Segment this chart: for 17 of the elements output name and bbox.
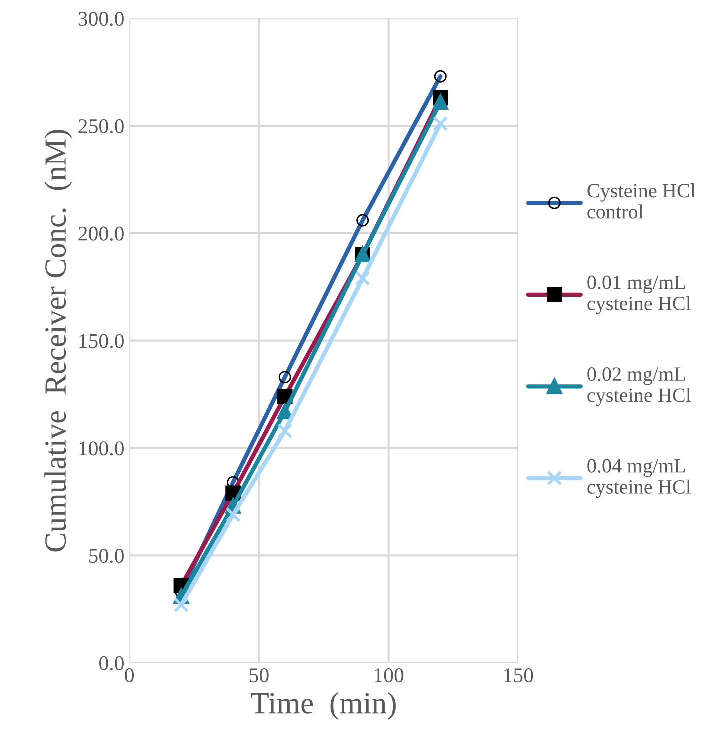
y-tick-label: 300.0 — [78, 12, 124, 26]
y-tick-label: 250.0 — [78, 119, 124, 134]
x-tick-label: 50 — [250, 668, 269, 683]
y-tick-label: 0.0 — [99, 656, 124, 671]
x-tick-label: 100 — [375, 668, 404, 683]
x-tick-label: 150 — [504, 668, 534, 683]
x-tick-label: 0 — [125, 668, 134, 683]
x-axis-title: Time (min) — [251, 692, 396, 720]
legend-label: 0.02 mg/mL cysteine HCl — [588, 368, 692, 406]
legend-label: 0.01 mg/mL cysteine HCl — [588, 276, 692, 315]
legend-label: Cysteine HCl control — [588, 184, 696, 219]
legend-label: 0.04 mg/mL cysteine HCl — [588, 459, 692, 498]
y-tick-label: 200.0 — [78, 226, 124, 241]
y-tick-label: 150.0 — [80, 334, 124, 348]
y-axis-title: Cumulative Receiver Conc. (nM) — [44, 130, 72, 552]
y-tick-label: 100.0 — [80, 442, 124, 456]
y-tick-label: 50.0 — [89, 549, 124, 564]
